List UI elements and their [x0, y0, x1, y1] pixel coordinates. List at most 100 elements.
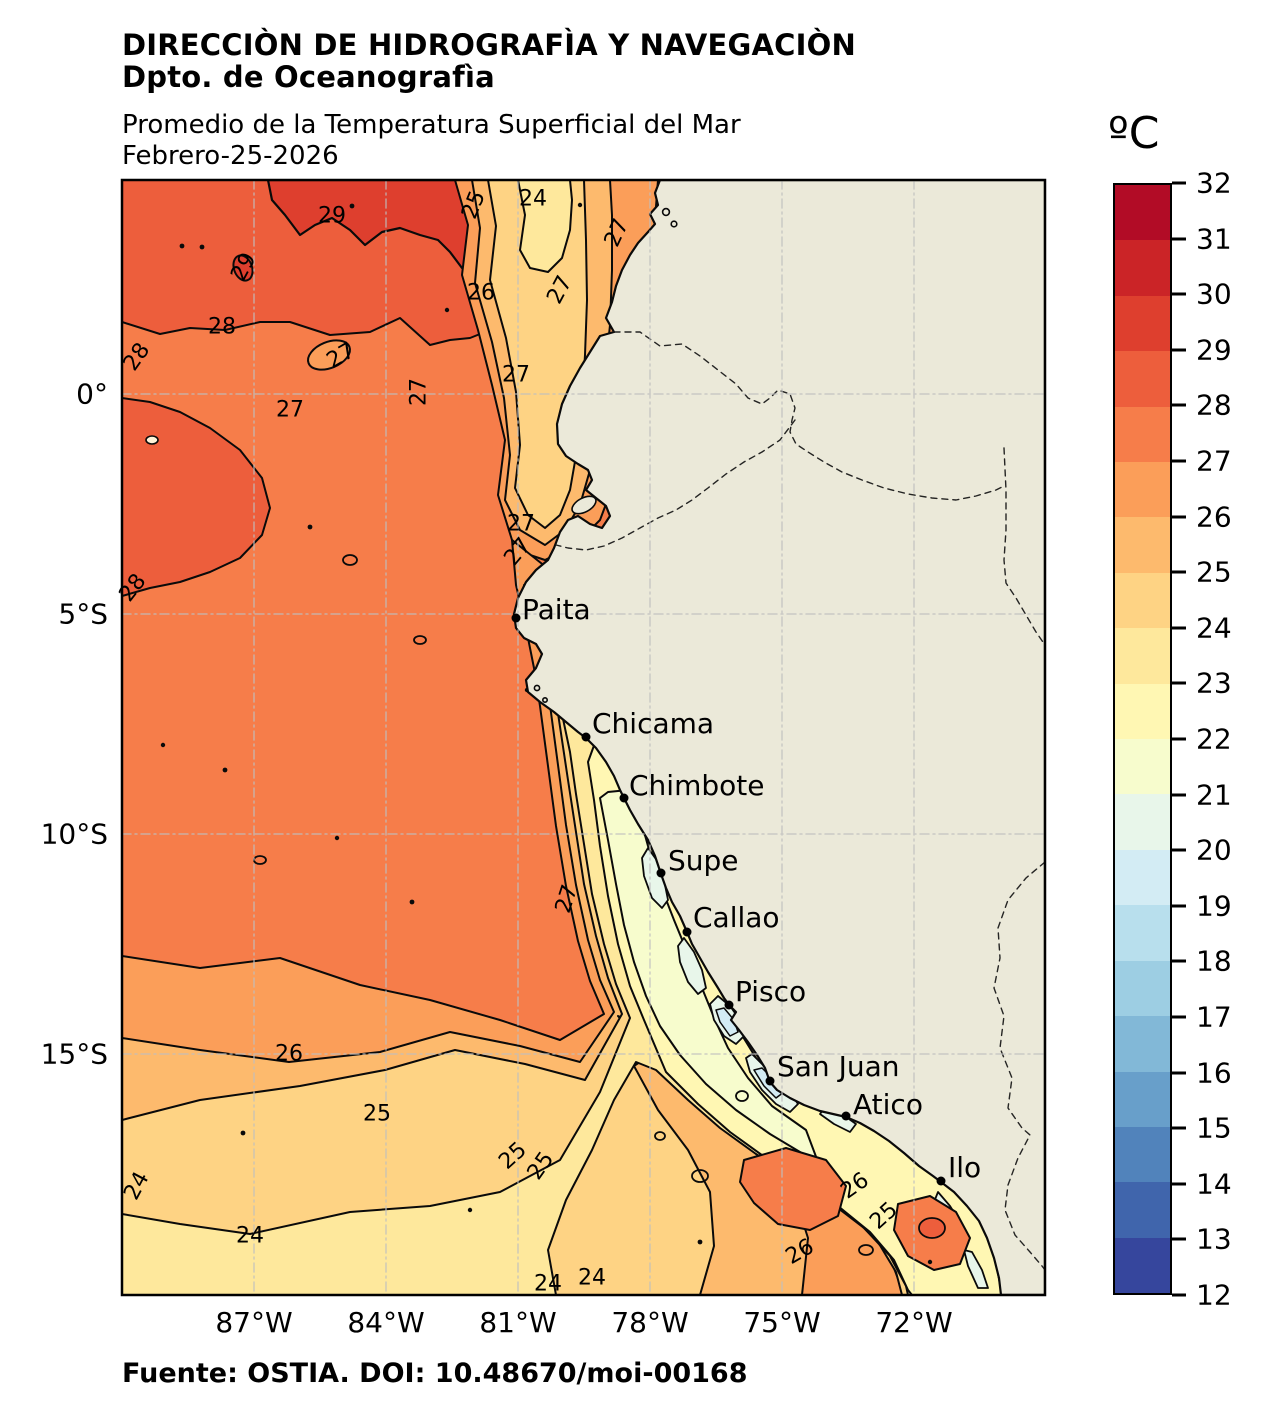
x-tick-label: 84°W: [347, 1306, 425, 1339]
colorbar-tick: [1172, 1071, 1186, 1075]
city-dot: [724, 1000, 734, 1010]
colorbar-tick: [1172, 904, 1186, 908]
city-label: Chimbote: [629, 769, 765, 802]
colorbar-tick-label: 29: [1196, 333, 1232, 367]
colorbar-cell: [1115, 1071, 1170, 1127]
contour-label: 24: [534, 1271, 562, 1297]
colorbar-cell: [1115, 683, 1170, 740]
colorbar-tick: [1172, 848, 1186, 852]
city-label: Supe: [668, 844, 739, 877]
colorbar-tick-label: 30: [1196, 277, 1232, 311]
city-dot: [682, 927, 692, 937]
colorbar-tick: [1172, 348, 1186, 352]
colorbar-cell: [1115, 572, 1170, 629]
x-tick-label: 78°W: [611, 1306, 689, 1339]
city-dot: [581, 732, 591, 742]
colorbar: [1113, 183, 1172, 1295]
y-tick-label: 0°: [76, 377, 108, 411]
colorbar-tick: [1172, 181, 1186, 185]
x-tick-label: 87°W: [215, 1306, 293, 1339]
colorbar-tick: [1172, 403, 1186, 407]
front-band-23: [517, 180, 573, 273]
colorbar-tick: [1172, 292, 1186, 296]
city-label: Ilo: [948, 1151, 982, 1184]
colorbar-cell: [1115, 1126, 1170, 1183]
colorbar-cell: [1115, 1016, 1170, 1072]
colorbar-tick-label: 25: [1196, 555, 1232, 589]
colorbar-tick: [1172, 626, 1186, 630]
colorbar-cell: [1115, 185, 1170, 241]
islands: [533, 207, 678, 703]
colorbar-tick-label: 24: [1196, 611, 1232, 645]
colorbar-cell: [1115, 517, 1170, 573]
contour-label: 26: [467, 280, 495, 306]
colorbar-tick: [1172, 1015, 1186, 1019]
colorbar-tick: [1172, 570, 1186, 574]
colorbar-tick: [1172, 737, 1186, 741]
city-dot: [656, 868, 666, 878]
y-tick-label: 5°S: [58, 597, 108, 631]
colorbar-cell: [1115, 739, 1170, 795]
colorbar-tick-label: 12: [1196, 1278, 1232, 1312]
map-subtitle: Promedio de la Temperatura Superficial d…: [122, 110, 741, 140]
contour-label: 27: [507, 511, 535, 537]
colorbar-tick: [1172, 959, 1186, 963]
colorbar-tick-label: 26: [1196, 500, 1232, 534]
colorbar-cell: [1115, 462, 1170, 518]
x-tick-label: 81°W: [479, 1306, 557, 1339]
colorbar-tick-label: 18: [1196, 944, 1232, 978]
org-title-line2: Dpto. de Oceanografìa: [122, 60, 495, 94]
sst-ring-29: [232, 254, 254, 282]
city-dot: [765, 1076, 775, 1086]
colorbar-tick: [1172, 1126, 1186, 1130]
colorbar-tick-label: 32: [1196, 166, 1232, 200]
colorbar-cell: [1115, 240, 1170, 296]
city-label: San Juan: [777, 1050, 900, 1083]
warm-speck: [145, 435, 159, 445]
city-label: Pisco: [735, 975, 807, 1008]
colorbar-tick-label: 31: [1196, 222, 1232, 256]
colorbar-tick-label: 14: [1196, 1167, 1232, 1201]
colorbar-tick: [1172, 237, 1186, 241]
x-tick-label: 72°W: [875, 1306, 953, 1339]
contour-label: 25: [363, 1101, 391, 1127]
colorbar-tick: [1172, 1293, 1186, 1297]
colorbar-tick-label: 13: [1196, 1222, 1232, 1256]
colorbar-tick-label: 27: [1196, 444, 1232, 478]
graticule: [122, 180, 1045, 1295]
sst-band-28-lobe: [122, 397, 271, 597]
colorbar-tick: [1172, 681, 1186, 685]
colorbar-tick-label: 16: [1196, 1056, 1232, 1090]
map-date: Febrero-25-2026: [122, 141, 339, 171]
sst-ring-27: [307, 339, 351, 371]
colorbar-tick-label: 19: [1196, 889, 1232, 923]
colorbar-tick: [1172, 515, 1186, 519]
ocean-specks: [160, 202, 933, 1265]
colorbar-cell: [1115, 351, 1170, 407]
colorbar-tick: [1172, 793, 1186, 797]
country-borders: [555, 331, 1045, 1271]
city-label: Callao: [693, 901, 780, 934]
city-label: Chicama: [592, 707, 715, 740]
colorbar-tick: [1172, 459, 1186, 463]
colorbar-cell: [1115, 628, 1170, 684]
contour-label: 24: [519, 186, 547, 212]
city-label: Atico: [853, 1088, 923, 1121]
colorbar-cell: [1115, 794, 1170, 850]
colorbar-tick-label: 21: [1196, 778, 1232, 812]
org-title-line1: DIRECCIÒN DE HIDROGRAFÌA Y NAVEGACIÒN: [122, 28, 856, 62]
city-dot: [936, 1176, 946, 1186]
y-tick-label: 15°S: [40, 1037, 108, 1071]
colorbar-tick-label: 17: [1196, 1000, 1232, 1034]
colorbar-tick: [1172, 1237, 1186, 1241]
contour-label: 24: [236, 1223, 264, 1249]
city-dot: [619, 793, 629, 803]
colorbar-cell: [1115, 1237, 1170, 1294]
map-frame: [120, 178, 1047, 1297]
city-dot: [511, 613, 521, 623]
colorbar-tick-label: 20: [1196, 833, 1232, 867]
contour-label: 27: [502, 362, 530, 388]
contour-label: 27: [276, 397, 304, 423]
